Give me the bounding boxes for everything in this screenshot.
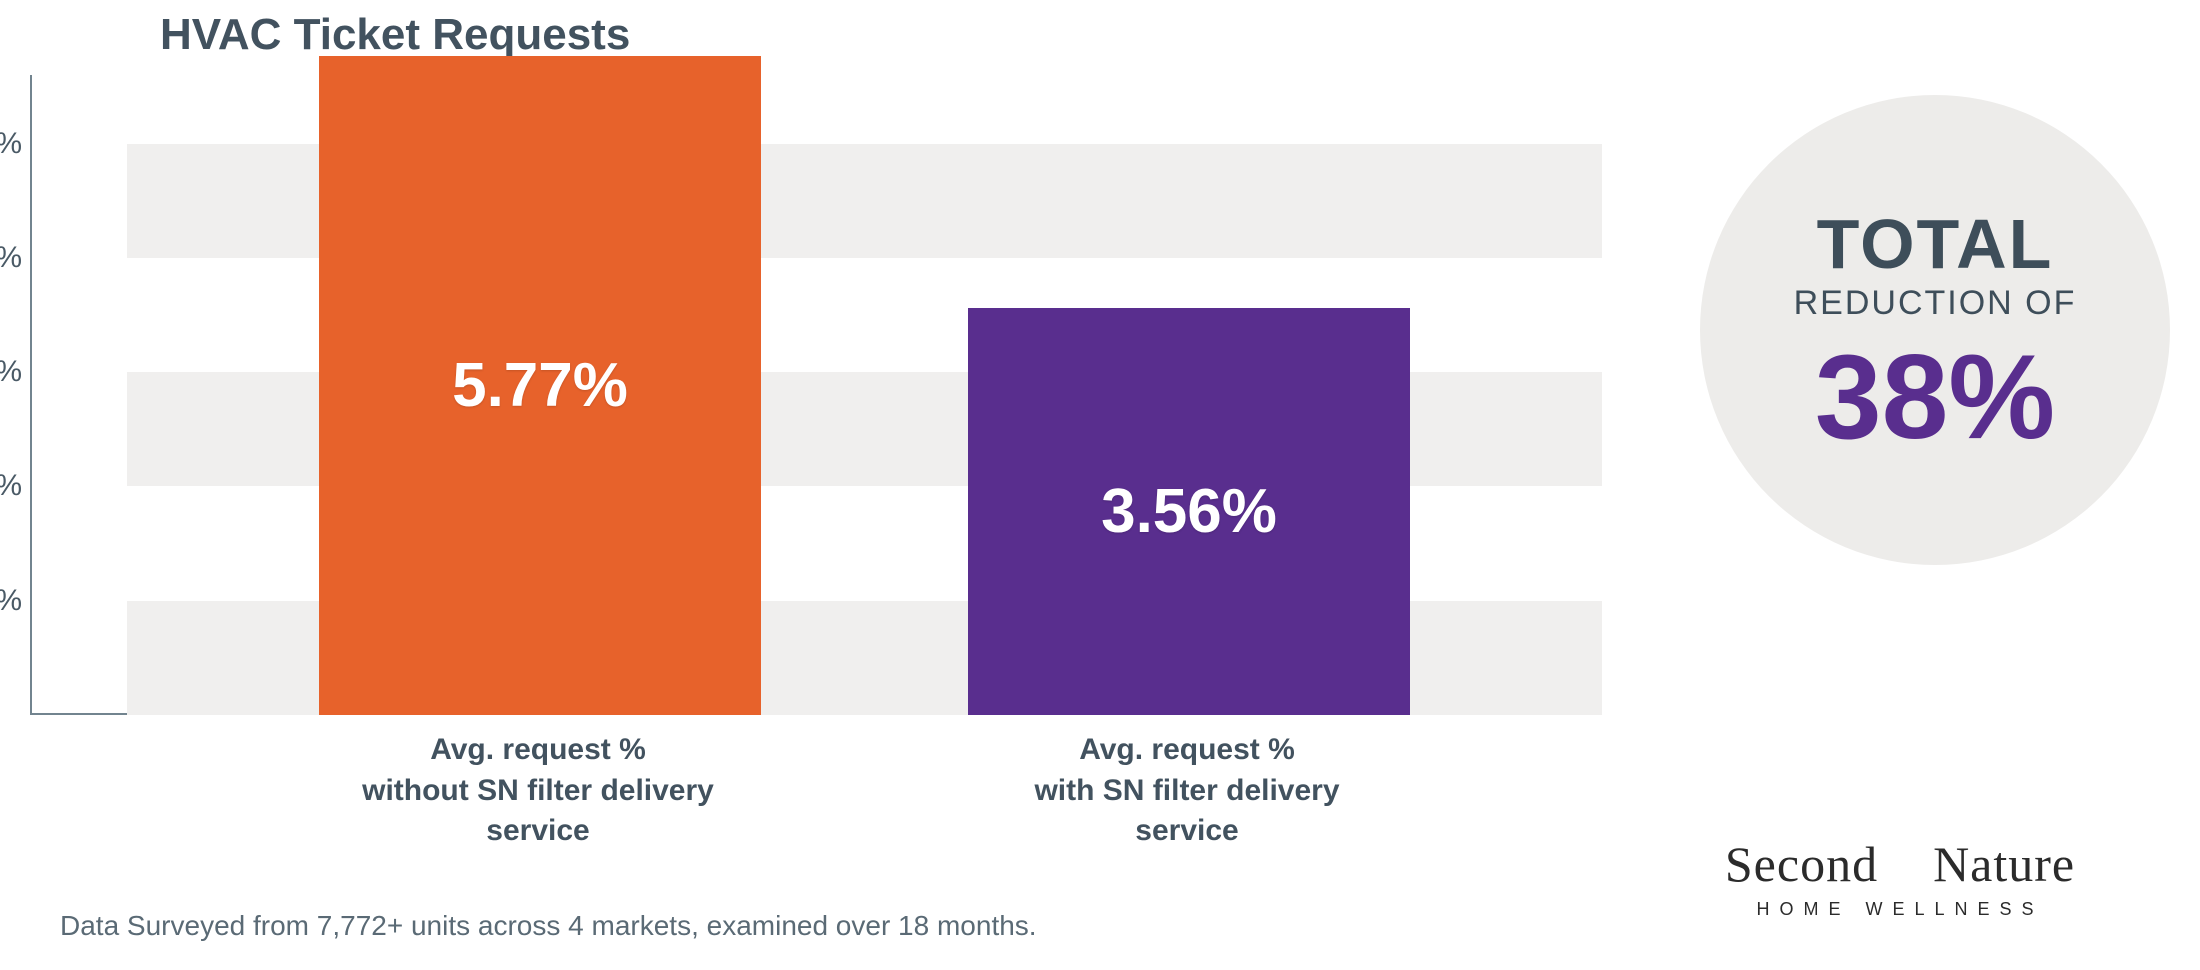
brand-word2: Nature xyxy=(1933,836,2075,892)
brand-tagline: HOME WELLNESS xyxy=(1640,899,2160,920)
reduction-callout: TOTAL REDUCTION OF 38% xyxy=(1700,95,2170,565)
chart-area: 5.77%3.56% 1%2%3%4%5% xyxy=(30,75,1600,715)
infographic-root: HVAC Ticket Requests 5.77% 3.56% 1% 2% 3% 4%… xyxy=(0,0,2200,970)
brand-name: Second Nature xyxy=(1640,835,2160,893)
chart-title: HVAC Ticket Requests xyxy=(160,10,630,60)
plot-area: 5.77% 3.56% xyxy=(127,75,1602,715)
chart-footnote: Data Surveyed from 7,772+ units across 4… xyxy=(60,910,1037,942)
y-tick-label: 5% xyxy=(0,127,22,161)
callout-percent: 38% xyxy=(1815,337,2055,457)
bar-value-label: 3.56% xyxy=(1101,476,1277,547)
bar-value-label: 5.77% xyxy=(452,350,628,421)
y-tick-label: 1% xyxy=(0,584,22,618)
bar-1: 3.56% xyxy=(968,308,1411,715)
callout-line1: TOTAL xyxy=(1817,204,2054,284)
y-tick-label: 4% xyxy=(0,241,22,275)
bar-0: 5.77% xyxy=(319,56,762,715)
brand-word1: Second xyxy=(1725,836,1878,892)
y-tick-label: 2% xyxy=(0,469,22,503)
x-axis-label: Avg. request % with SN filter delivery s… xyxy=(927,730,1447,852)
brand-logo: Second Nature HOME WELLNESS xyxy=(1640,835,2160,920)
y-tick-label: 3% xyxy=(0,355,22,389)
x-axis-label: Avg. request % without SN filter deliver… xyxy=(278,730,798,852)
callout-line2: REDUCTION OF xyxy=(1794,284,2077,323)
